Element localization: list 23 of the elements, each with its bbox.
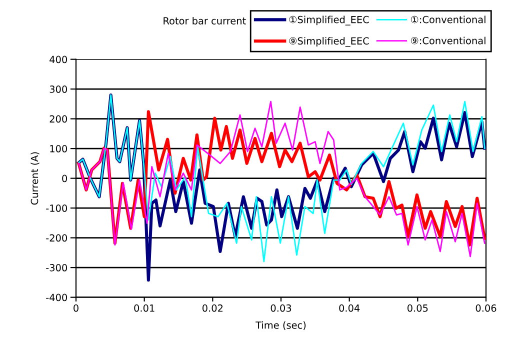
y-tick-label: 200 xyxy=(50,115,68,123)
y-tick-label: 100 xyxy=(50,145,68,152)
y-tick-label: 300 xyxy=(50,86,68,93)
legend-label: ①:Conventional xyxy=(410,16,486,24)
x-tick-label: 0.03 xyxy=(270,304,292,312)
x-tick-label: 0 xyxy=(74,304,78,312)
x-tick-label: 0.04 xyxy=(339,304,360,312)
y-tick-label: 0 xyxy=(62,174,68,182)
y-tick-label: 400 xyxy=(50,56,68,64)
x-tick-label: 0.05 xyxy=(407,304,428,312)
y-tick-label: -400 xyxy=(46,294,68,302)
legend-label: ⑨Simplified_EEC xyxy=(289,37,369,47)
x-tick-label: 0.06 xyxy=(476,304,496,312)
legend-title: Rotor bar current xyxy=(164,16,246,24)
legend-label: ⑨:Conventional xyxy=(410,36,486,44)
x-tick-label: 0.01 xyxy=(134,304,154,312)
legend-label: ①Simplified_EEC xyxy=(289,16,369,26)
y-tick-label: -200 xyxy=(46,234,68,242)
x-axis-title: Time (sec) xyxy=(256,321,306,330)
y-tick-label: -100 xyxy=(46,204,68,212)
x-tick-label: 0.02 xyxy=(202,304,223,312)
y-axis-title: Current (A) xyxy=(30,152,40,205)
y-tick-label: -300 xyxy=(46,264,68,272)
